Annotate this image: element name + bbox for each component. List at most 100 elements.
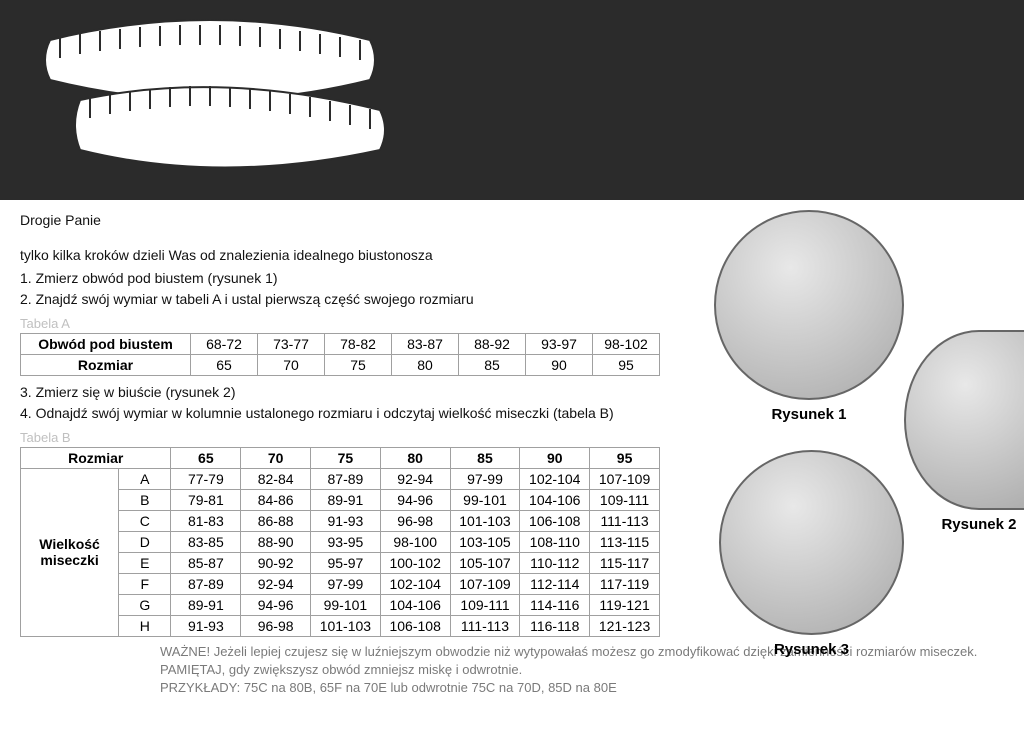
table-b-size-header: 65 (171, 448, 241, 469)
table-b-cell: 111-113 (590, 511, 660, 532)
table-b-cell: 104-106 (380, 595, 450, 616)
figure-3-caption: Rysunek 3 (719, 641, 904, 658)
note-remember-text: gdy zwiększysz obwód zmniejsz miskę i od… (225, 662, 522, 677)
table-b-cup-letter: F (119, 574, 171, 595)
table-b-cell: 121-123 (590, 616, 660, 637)
table-b-cell: 107-109 (450, 574, 520, 595)
figure-2-caption: Rysunek 2 (904, 516, 1024, 533)
table-b-cell: 94-96 (380, 490, 450, 511)
table-b-cell: 88-90 (241, 532, 311, 553)
table-b-cell: 84-86 (241, 490, 311, 511)
table-b-cell: 93-95 (311, 532, 381, 553)
table-b-cup-letter: E (119, 553, 171, 574)
table-b-cell: 96-98 (380, 511, 450, 532)
table-b-cell: 91-93 (311, 511, 381, 532)
table-b-cell: 112-114 (520, 574, 590, 595)
figures-block: Rysunek 1 Rysunek 2 Rysunek 3 (694, 210, 1024, 690)
table-b-cell: 83-85 (171, 532, 241, 553)
figure-2-image (904, 330, 1024, 510)
figure-2: Rysunek 2 (904, 330, 1024, 533)
table-a-cell: 90 (526, 355, 593, 376)
table-a-cell: 78-82 (325, 334, 392, 355)
table-a-cell: 68-72 (191, 334, 258, 355)
table-b-cell: 108-110 (520, 532, 590, 553)
table-b-cell: 104-106 (520, 490, 590, 511)
table-a-row-underbust: Obwód pod biustem 68-72 73-77 78-82 83-8… (21, 334, 660, 355)
table-b-cup-letter: G (119, 595, 171, 616)
table-a-cell: 85 (459, 355, 526, 376)
table-b-cell: 79-81 (171, 490, 241, 511)
table-b-cell: 101-103 (311, 616, 381, 637)
note-important-lead: WAŻNE! (160, 644, 210, 659)
table-b-cell: 103-105 (450, 532, 520, 553)
figure-3: Rysunek 3 (719, 450, 904, 658)
table-b-cell: 105-107 (450, 553, 520, 574)
table-a-size-label: Rozmiar (21, 355, 191, 376)
table-b-cell: 106-108 (380, 616, 450, 637)
table-b-size-header: 75 (311, 448, 381, 469)
table-b-cell: 111-113 (450, 616, 520, 637)
table-b-cell: 119-121 (590, 595, 660, 616)
table-a-cell: 65 (191, 355, 258, 376)
table-a-cell: 80 (392, 355, 459, 376)
table-b-size-header: 80 (380, 448, 450, 469)
table-b-size-header: 85 (450, 448, 520, 469)
table-a-cell: 88-92 (459, 334, 526, 355)
table-b-cup-letter: H (119, 616, 171, 637)
table-b-cup-span-label: Wielkośćmiseczki (21, 469, 119, 637)
table-a-cell: 73-77 (258, 334, 325, 355)
table-b-header-row: Rozmiar 65 70 75 80 85 90 95 (21, 448, 660, 469)
table-a-underbust-label: Obwód pod biustem (21, 334, 191, 355)
table-a-cell: 95 (593, 355, 660, 376)
table-b-cell: 106-108 (520, 511, 590, 532)
table-b-cell: 85-87 (171, 553, 241, 574)
table-b-cell: 117-119 (590, 574, 660, 595)
table-b-cell: 97-99 (450, 469, 520, 490)
table-b-cell: 100-102 (380, 553, 450, 574)
measuring-tape-graphic (20, 10, 400, 190)
figure-1-caption: Rysunek 1 (714, 406, 904, 423)
table-b-cell: 116-118 (520, 616, 590, 637)
table-a: Obwód pod biustem 68-72 73-77 78-82 83-8… (20, 333, 660, 376)
table-a-cell: 75 (325, 355, 392, 376)
table-b-rozmiar-header: Rozmiar (21, 448, 171, 469)
table-b-size-header: 95 (590, 448, 660, 469)
table-a-cell: 93-97 (526, 334, 593, 355)
table-b-cell: 86-88 (241, 511, 311, 532)
table-b-cell: 90-92 (241, 553, 311, 574)
table-b-cell: 110-112 (520, 553, 590, 574)
table-b-cell: 94-96 (241, 595, 311, 616)
table-a-cell: 83-87 (392, 334, 459, 355)
table-b-cup-letter: D (119, 532, 171, 553)
table-b-cell: 98-100 (380, 532, 450, 553)
table-b-row: WielkośćmiseczkiA77-7982-8487-8992-9497-… (21, 469, 660, 490)
table-b-cell: 97-99 (311, 574, 381, 595)
table-b-cell: 96-98 (241, 616, 311, 637)
table-b-cell: 92-94 (241, 574, 311, 595)
table-b-cell: 101-103 (450, 511, 520, 532)
table-a-cell: 98-102 (593, 334, 660, 355)
table-b-cup-letter: C (119, 511, 171, 532)
table-b-cup-letter: A (119, 469, 171, 490)
table-b: Rozmiar 65 70 75 80 85 90 95 Wielkośćmis… (20, 447, 660, 637)
table-b-cell: 89-91 (171, 595, 241, 616)
note-remember-lead: PAMIĘTAJ, (160, 662, 225, 677)
figure-1: Rysunek 1 (714, 210, 904, 423)
header-band (0, 0, 1024, 200)
table-a-row-size: Rozmiar 65 70 75 80 85 90 95 (21, 355, 660, 376)
table-b-cell: 102-104 (520, 469, 590, 490)
table-b-cell: 92-94 (380, 469, 450, 490)
table-b-cell: 89-91 (311, 490, 381, 511)
table-b-cell: 102-104 (380, 574, 450, 595)
table-b-cell: 115-117 (590, 553, 660, 574)
table-b-size-header: 90 (520, 448, 590, 469)
table-b-cell: 91-93 (171, 616, 241, 637)
table-b-cell: 109-111 (450, 595, 520, 616)
table-b-cell: 99-101 (450, 490, 520, 511)
table-b-cell: 87-89 (311, 469, 381, 490)
note-examples-lead: PRZYKŁADY: (160, 680, 240, 695)
table-b-cell: 87-89 (171, 574, 241, 595)
note-examples-text: 75C na 80B, 65F na 70E lub odwrotnie 75C… (240, 680, 617, 695)
table-b-cell: 82-84 (241, 469, 311, 490)
table-b-cell: 77-79 (171, 469, 241, 490)
